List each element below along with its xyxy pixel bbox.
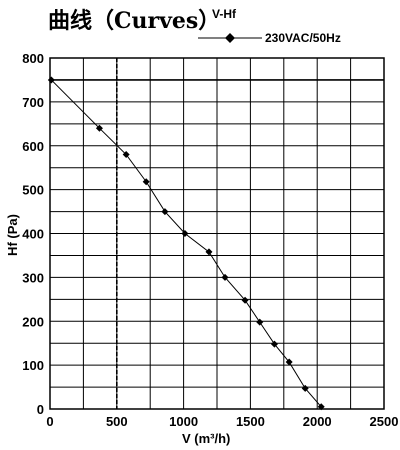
chart-subtitle: V-Hf: [212, 7, 237, 21]
data-point: [47, 76, 55, 84]
x-axis-label: V (m³/h): [182, 431, 230, 446]
y-tick-label: 300: [22, 270, 44, 285]
data-point: [181, 230, 189, 237]
x-tick-label: 1000: [169, 414, 198, 429]
legend: 230VAC/50Hz: [198, 31, 341, 45]
series-line: [50, 79, 322, 408]
x-tick-label: 2000: [303, 414, 332, 429]
data-point: [122, 151, 130, 159]
x-tick-label: 500: [106, 414, 128, 429]
y-tick-label: 200: [22, 314, 44, 329]
data-point: [205, 248, 213, 256]
y-tick-label: 100: [22, 358, 44, 373]
plot-frame: [49, 57, 385, 410]
y-axis-label: Hf (Pa): [5, 214, 20, 256]
data-point: [317, 403, 325, 411]
y-tick-label: 800: [22, 51, 44, 66]
x-tick-label: 2500: [370, 414, 399, 429]
data-point: [301, 384, 309, 392]
legend-label: 230VAC/50Hz: [265, 31, 341, 45]
data-point: [241, 296, 249, 304]
y-tick-label: 500: [22, 183, 44, 198]
data-point: [95, 124, 103, 132]
chart-title: 曲线（Curves）: [48, 8, 220, 34]
y-tick-label: 0: [37, 402, 44, 417]
y-tick-label: 400: [22, 227, 44, 242]
series: [47, 76, 325, 411]
grid: [49, 57, 385, 410]
data-point: [270, 340, 278, 348]
data-point: [221, 273, 229, 281]
x-tick-label: 0: [46, 414, 53, 429]
legend-marker: [225, 33, 235, 43]
y-tick-label: 600: [22, 139, 44, 154]
x-tick-label: 1500: [236, 414, 265, 429]
data-point: [285, 358, 293, 366]
data-point: [256, 318, 264, 326]
tick-labels: 0 100 200 300 400 500 600 700 800 0 500 1000 1500 200…: [22, 51, 398, 429]
data-point: [142, 178, 150, 186]
data-point: [161, 208, 169, 216]
y-tick-label: 700: [22, 95, 44, 110]
reference-lines: [50, 58, 384, 409]
